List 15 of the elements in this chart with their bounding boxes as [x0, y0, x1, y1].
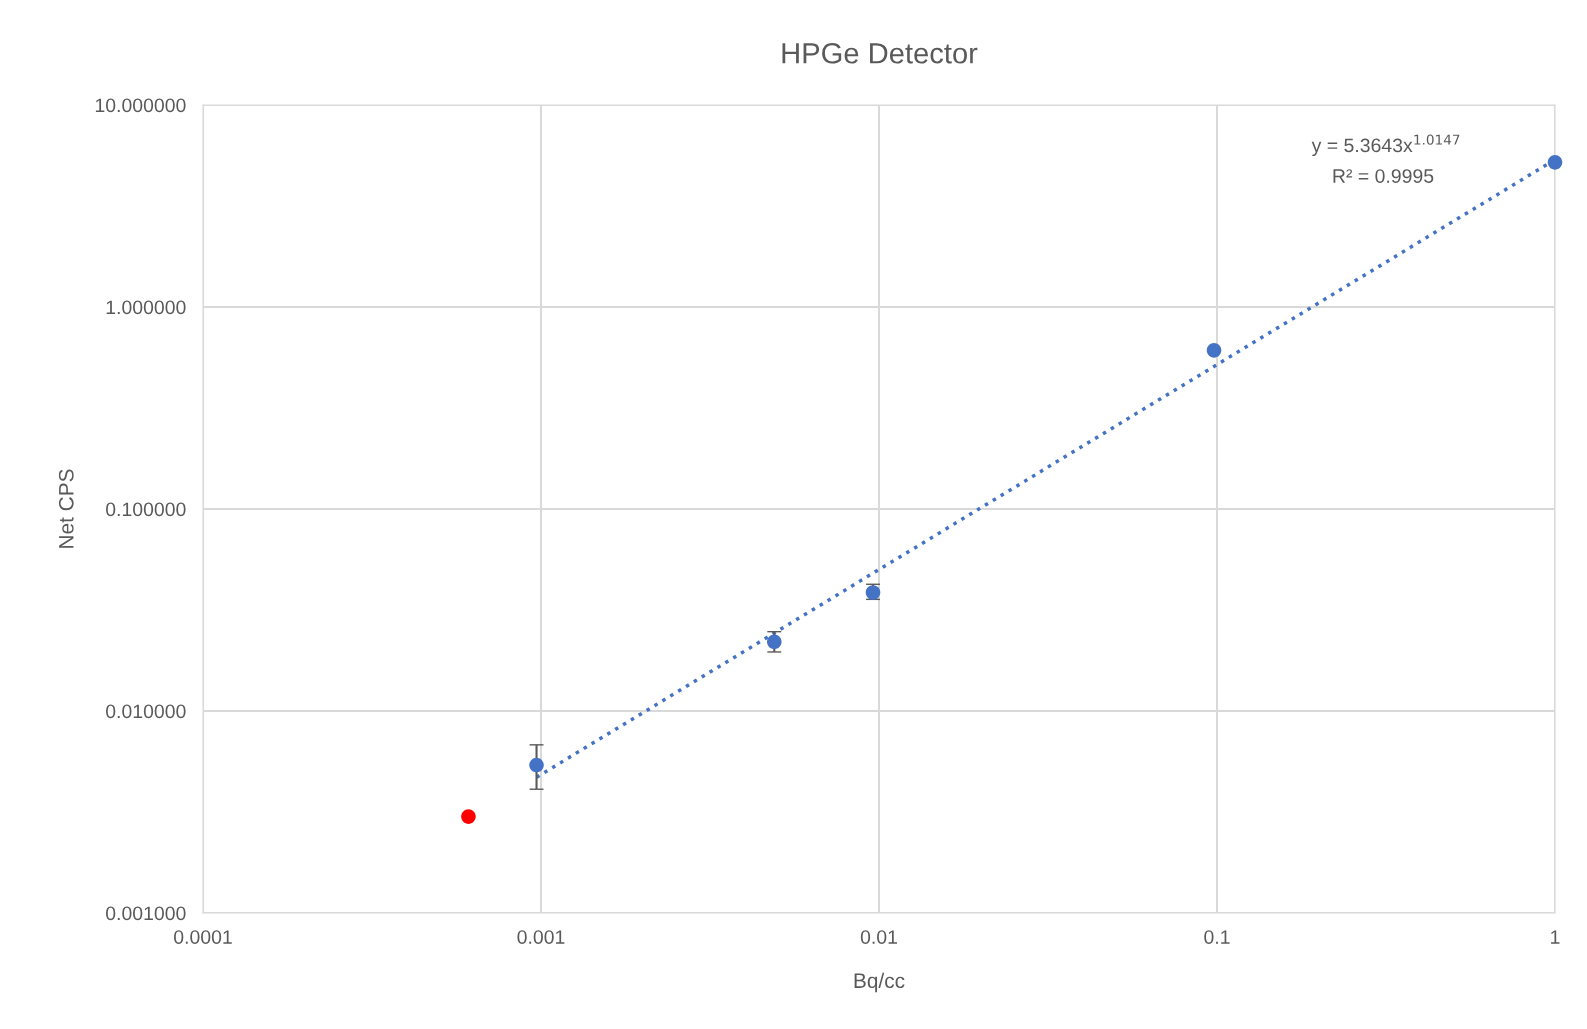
annotation: R² = 0.9995	[1333, 169, 1434, 183]
chart-title: HPGe Detector	[782, 42, 978, 64]
x-tick-label: 0.01	[860, 930, 897, 944]
x-tick-label: 1	[1551, 930, 1560, 944]
y-tick-label: 0.100000	[106, 502, 186, 517]
y-tick-label: 1.000000	[106, 300, 186, 315]
y-tick-label: 0.010000	[106, 704, 186, 719]
y-tick-label: 0.001000	[106, 906, 186, 921]
x-tick-label: 0.1	[1204, 930, 1230, 944]
x-tick-label: 0.0001	[174, 930, 232, 944]
x-axis-title: Bq/cc	[854, 972, 905, 993]
y-tick-label: 10.000000	[95, 98, 186, 113]
y-axis-title: Net CPS	[58, 469, 74, 548]
annotation: y = 5.3643x$^{1.0147}$	[1311, 134, 1460, 157]
x-tick-label: 0.001	[517, 930, 565, 944]
